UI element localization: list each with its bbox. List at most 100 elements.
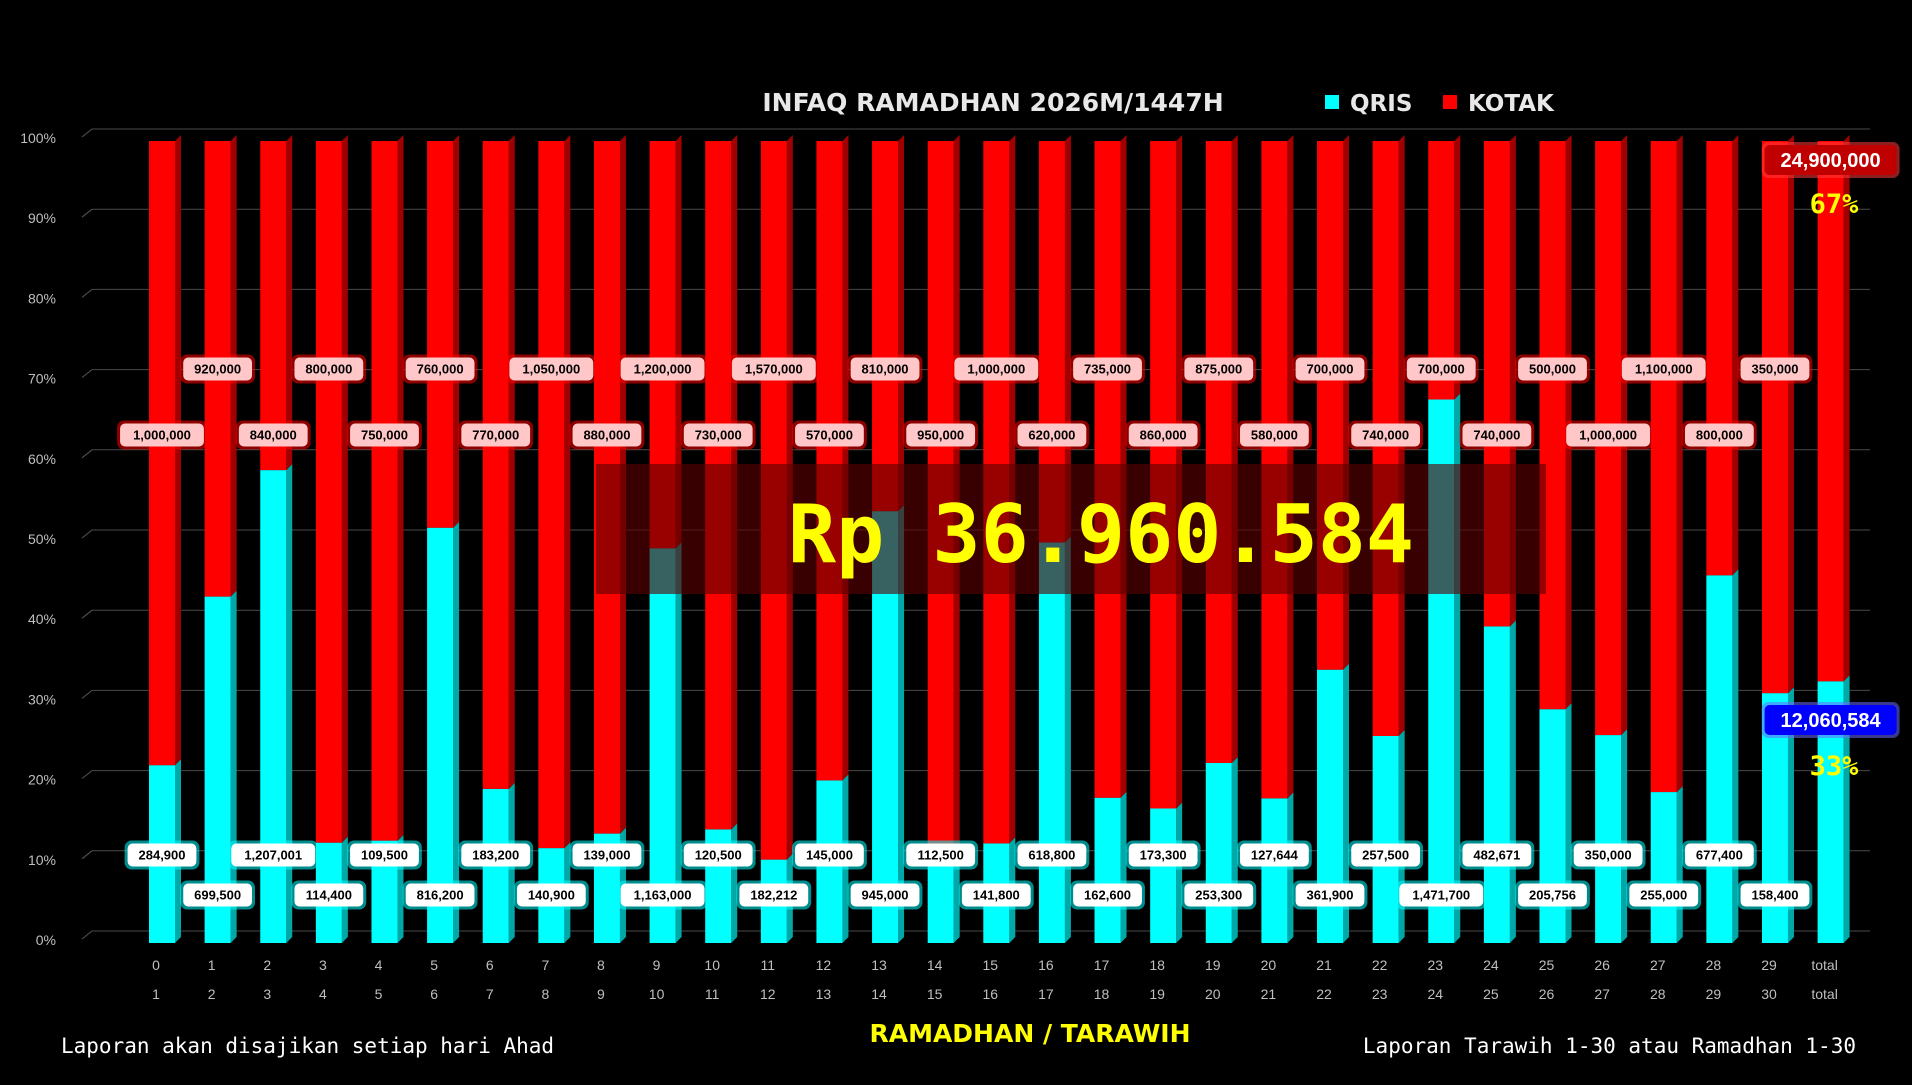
- data-label-kotak-text: 920,000: [194, 362, 241, 377]
- data-label-kotak-text: 760,000: [417, 362, 464, 377]
- x-tick-label-row2: 2: [208, 986, 216, 1002]
- data-label-kotak-text: 840,000: [250, 428, 297, 443]
- data-label-kotak-box: [461, 423, 531, 447]
- data-label-kotak-box: [1740, 357, 1810, 381]
- data-label-qris: 255,000: [1626, 880, 1702, 910]
- data-label-kotak-box: [1240, 423, 1309, 447]
- data-label-qris: 141,800: [958, 880, 1034, 910]
- data-label-kotak-box: [731, 357, 816, 381]
- data-label-kotak-box: [1295, 357, 1365, 381]
- data-label-qris-box: [1073, 883, 1142, 907]
- bar-kotak: [872, 141, 899, 512]
- x-tick-label-row2: 4: [319, 986, 327, 1002]
- data-label-qris-text: 253,300: [1195, 888, 1242, 903]
- data-label-qris-box: [231, 843, 316, 867]
- data-label-kotak: 1,100,000: [1618, 354, 1709, 384]
- x-tick-label-row2: 17: [1038, 986, 1054, 1002]
- data-label-qris-box: [1573, 843, 1643, 867]
- x-tick-label-row2: 27: [1594, 986, 1610, 1002]
- data-label-qris-box: [1240, 843, 1309, 867]
- data-label-kotak-box: [620, 357, 705, 381]
- x-tick-label-row2: 26: [1539, 986, 1555, 1002]
- data-label-kotak: 750,000: [347, 420, 422, 450]
- data-label-kotak-box: [1462, 423, 1532, 447]
- y-tick-label: 80%: [28, 290, 56, 306]
- x-tick-label-row1: 10: [704, 957, 720, 973]
- x-tick-label-row2: 8: [541, 986, 549, 1002]
- x-tick-label-row2: 12: [760, 986, 776, 1002]
- data-label-qris-box: [405, 883, 475, 907]
- data-label-qris-box: [127, 843, 197, 867]
- data-label-kotak-text: 740,000: [1362, 428, 1409, 443]
- data-label-kotak-text: 860,000: [1140, 428, 1187, 443]
- data-label-qris-text: 350,000: [1585, 848, 1632, 863]
- bar-qris-side: [1676, 786, 1683, 943]
- data-label-kotak: 800,000: [1681, 420, 1757, 450]
- data-label-kotak-box: [1566, 423, 1651, 447]
- bar-qris-side: [1787, 687, 1794, 943]
- y-tick-label: 90%: [28, 210, 56, 226]
- bar-qris: [260, 470, 287, 943]
- data-label-kotak-text: 500,000: [1529, 362, 1576, 377]
- data-label-qris-box: [1462, 843, 1532, 867]
- data-label-kotak-box: [1684, 423, 1754, 447]
- x-axis-ticks: 0112233445566778899101011111212131314141…: [152, 957, 1838, 1002]
- x-tick-label-row1: 11: [761, 957, 776, 973]
- data-label-qris-box: [1399, 883, 1484, 907]
- total-label-qris-box: [1764, 705, 1897, 735]
- data-label-qris-text: 140,900: [528, 888, 575, 903]
- x-tick-label-row2: 13: [816, 986, 832, 1002]
- legend-label-qris: QRIS: [1350, 91, 1412, 117]
- data-label-kotak-text: 1,050,000: [522, 362, 580, 377]
- x-tick-label-row2: 20: [1205, 986, 1221, 1002]
- bar-kotak: [1817, 141, 1844, 682]
- bar-qris: [649, 548, 676, 943]
- data-label-kotak: 950,000: [903, 420, 979, 450]
- x-tick-label-row1: 14: [927, 957, 943, 973]
- bar-kotak-side: [508, 135, 515, 789]
- grid-slant: [81, 128, 93, 138]
- x-tick-label-row1: 20: [1261, 957, 1277, 973]
- bar-kotak-side: [842, 135, 849, 781]
- data-label-kotak: 1,570,000: [728, 354, 819, 384]
- data-label-kotak: 1,000,000: [1563, 420, 1654, 450]
- data-label-kotak-box: [572, 423, 642, 447]
- grid-slant: [81, 770, 93, 779]
- data-label-kotak-text: 580,000: [1251, 428, 1298, 443]
- data-label-qris-text: 114,400: [306, 888, 352, 903]
- bar-qris: [427, 527, 454, 943]
- data-label-kotak: 875,000: [1181, 354, 1257, 384]
- bar-kotak: [260, 141, 287, 471]
- data-label-qris-box: [1629, 883, 1699, 907]
- bar-kotak-side: [1843, 135, 1850, 682]
- data-label-qris-text: 945,000: [862, 888, 909, 903]
- bar-kotak-side: [397, 135, 404, 841]
- data-label-qris-text: 361,900: [1307, 888, 1354, 903]
- bar-qris-side: [675, 542, 682, 943]
- data-label-kotak: 1,000,000: [951, 354, 1042, 384]
- data-label-qris: 109,500: [347, 840, 422, 870]
- x-tick-label-row1: 3: [319, 957, 327, 973]
- x-tick-label-row1: 6: [486, 957, 494, 973]
- x-tick-label-row1: 9: [653, 957, 661, 973]
- data-label-qris: 173,300: [1125, 840, 1201, 870]
- x-tick-label-row2: 28: [1650, 986, 1666, 1002]
- data-label-kotak-text: 570,000: [806, 428, 853, 443]
- data-label-qris: 350,000: [1570, 840, 1646, 870]
- x-tick-label-row1: 17: [1094, 957, 1110, 973]
- total-label-kotak-box: [1764, 145, 1897, 175]
- data-label-qris-box: [961, 883, 1031, 907]
- bar-qris-side: [453, 521, 460, 943]
- data-label-kotak-box: [509, 357, 594, 381]
- bar-kotak: [482, 141, 509, 789]
- data-label-qris-box: [461, 843, 531, 867]
- chart-title: INFAQ RAMADHAN 2026M/1447H: [762, 88, 1223, 117]
- data-label-qris: 162,600: [1070, 880, 1145, 910]
- x-tick-label-row1: 4: [375, 957, 383, 973]
- grid-slant: [81, 369, 93, 378]
- data-label-qris-text: 205,756: [1529, 888, 1576, 903]
- bar-kotak: [1761, 141, 1788, 694]
- y-tick-label: 70%: [28, 371, 56, 387]
- data-label-qris: 816,200: [402, 880, 478, 910]
